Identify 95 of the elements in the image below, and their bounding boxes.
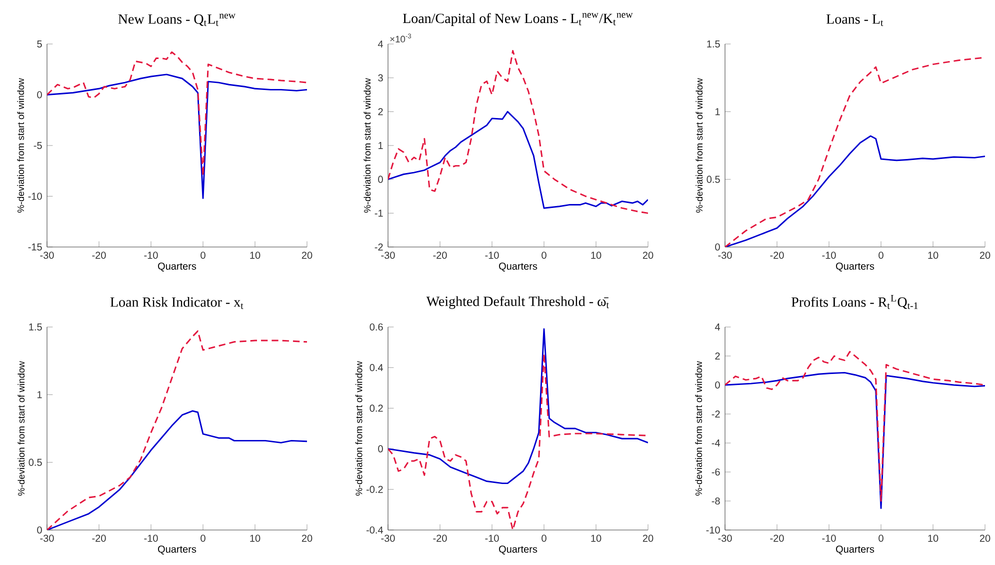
x-tick-label: 0 <box>200 252 206 259</box>
x-tick-label: -10 <box>822 534 836 542</box>
y-tick-label: 0 <box>378 176 383 183</box>
x-tick-label: 20 <box>642 534 654 542</box>
chart-title: Loans - L$_{t}$ <box>826 14 884 26</box>
x-tick-label: 0 <box>542 534 546 542</box>
x-axis-title: Quarters <box>158 546 196 554</box>
x-tick-label: -30 <box>718 252 732 259</box>
y-tick-label: 2 <box>715 352 720 360</box>
y-tick-label: -6 <box>712 468 720 476</box>
x-tick-label: -10 <box>144 534 158 542</box>
x-axis-title: Quarters <box>158 262 196 272</box>
y-tick-label: 1.5 <box>29 324 42 330</box>
x-tick-label: 0 <box>878 252 884 259</box>
x-tick-label: -20 <box>433 252 447 259</box>
y-tick-label: 0 <box>715 381 720 389</box>
x-tick-label: 0 <box>878 534 884 542</box>
y-axis-title: %-deviation from start of window <box>18 361 25 496</box>
y-tick-label: -10 <box>706 526 720 534</box>
line-series <box>388 50 648 214</box>
x-tick-label: -10 <box>144 252 158 259</box>
y-tick-label: 2 <box>378 108 383 116</box>
x-tick-label: -30 <box>381 534 395 542</box>
x-tick-label: 10 <box>250 534 260 542</box>
y-tick-label: 0.4 <box>370 364 384 372</box>
x-tick-label: -10 <box>485 252 499 259</box>
line-series <box>47 74 308 200</box>
x-tick-label: -20 <box>92 252 106 259</box>
y-tick-label: 1 <box>37 391 42 398</box>
y-tick-label: 0 <box>37 526 42 534</box>
x-tick-label: 10 <box>250 252 260 259</box>
x-tick-label: 20 <box>980 534 990 542</box>
y-tick-label: 4 <box>714 324 720 330</box>
x-tick-label: 10 <box>928 252 938 259</box>
y-axis-title: %-deviation from start of window <box>355 361 362 496</box>
y-tick-label: -2 <box>712 410 720 418</box>
x-tick-label: -10 <box>822 252 836 259</box>
x-tick-label: -20 <box>770 252 784 259</box>
y-tick-label: 0.5 <box>28 458 42 466</box>
y-tick-label: 5 <box>37 40 42 48</box>
x-tick-label: 20 <box>302 534 312 542</box>
y-tick-label: -1 <box>374 210 383 217</box>
y-tick-label: -8 <box>712 497 720 505</box>
x-tick-label: -10 <box>485 534 499 542</box>
x-tick-label: -20 <box>770 534 784 542</box>
x-tick-label: -20 <box>92 534 106 542</box>
line-series <box>725 350 986 502</box>
y-tick-label: -2 <box>374 244 383 250</box>
line-series <box>388 328 648 484</box>
chart-title: Profits Loans - R$_{t}$$^{L}$Q$_{t-1}$ <box>792 294 918 309</box>
x-axis-title: Quarters <box>499 262 538 272</box>
x-tick-label: 10 <box>591 252 602 259</box>
x-tick-label: -20 <box>433 534 447 542</box>
y-tick-label: 0.2 <box>370 404 383 412</box>
x-tick-label: 20 <box>642 252 654 259</box>
y-tick-label: -10 <box>28 192 42 200</box>
y-axis-title: %-deviation from start of window <box>17 78 24 213</box>
y-tick-label: 4 <box>378 40 384 48</box>
y-tick-label: 0.5 <box>706 176 720 183</box>
y-tick-label: -15 <box>28 244 42 250</box>
x-tick-label: 10 <box>928 534 938 542</box>
y-tick-label: -0.4 <box>366 526 384 534</box>
chart-title: Loan/Capital of New Loans - L$_{t}$$^{new}$/K$_{t}$new <box>402 13 633 26</box>
x-axis-title: Quarters <box>836 262 874 272</box>
text: ×10$^{-3}$ <box>390 34 412 42</box>
chart-title: New Loans - Q$_{t}$L$_{t}$new <box>118 14 236 26</box>
x-tick-label: 20 <box>302 252 312 259</box>
x-tick-label: 10 <box>591 534 602 542</box>
x-tick-label: -30 <box>718 534 732 542</box>
x-tick-label: 20 <box>980 252 990 259</box>
chart-title: Weighted Default Threshold - ω̄$_{t}$ <box>426 296 609 309</box>
x-axis-title: Quarters <box>499 546 538 554</box>
y-tick-label: 0 <box>378 445 383 452</box>
x-tick-label: 0 <box>542 252 546 259</box>
y-axis-title: %-deviation from start of window <box>364 78 371 213</box>
y-axis-title: %-deviation from start of window <box>696 78 703 213</box>
y-tick-label: -0.2 <box>366 486 383 493</box>
x-tick-label: -30 <box>381 252 395 259</box>
y-tick-label: 3 <box>378 74 383 82</box>
y-tick-label: 1.5 <box>707 40 720 48</box>
y-tick-label: -5 <box>34 142 42 149</box>
y-tick-label: 0 <box>715 243 720 251</box>
x-tick-label: -30 <box>40 252 54 259</box>
y-tick-label: -4 <box>712 440 720 446</box>
chart-title: Loan Risk Indicator - x$_{t}$ <box>110 296 244 309</box>
line-series <box>388 110 648 209</box>
y-axis-title: %-deviation from start of window <box>695 361 702 496</box>
y-tick-label: 0.6 <box>370 323 383 331</box>
line-series <box>47 51 308 177</box>
x-tick-label: 0 <box>200 534 206 542</box>
y-tick-label: 0 <box>37 91 42 98</box>
x-tick-label: -30 <box>40 534 54 542</box>
x-axis-title: Quarters <box>836 546 874 554</box>
y-tick-label: 1 <box>378 142 383 149</box>
y-tick-label: 1 <box>715 108 720 116</box>
